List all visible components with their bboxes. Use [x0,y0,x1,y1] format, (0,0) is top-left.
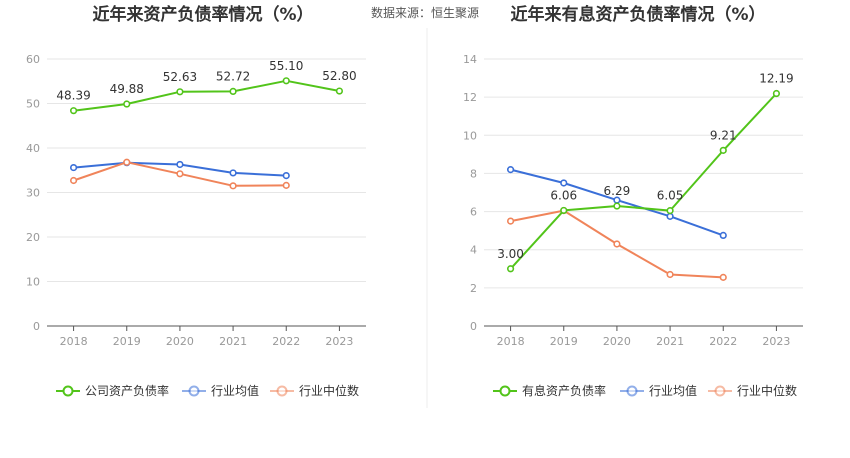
data-point [613,196,621,204]
x-tick-label: 2019 [550,335,578,348]
data-point [123,158,131,166]
x-tick-label: 2022 [709,335,737,348]
y-tick-label: 60 [26,53,40,66]
data-label: 55.10 [269,59,303,73]
data-point [123,100,131,108]
y-tick-label: 12 [463,91,477,104]
data-point [69,163,78,172]
y-tick-label: 50 [26,98,40,111]
chart-title: 近年来资产负债率情况（%） [92,4,313,25]
data-point [282,171,290,180]
legend-marker [276,385,288,397]
x-tick-label: 2019 [113,335,141,348]
legend-label: 行业中位数 [299,383,359,398]
data-label: 6.05 [657,189,684,203]
data-label: 49.88 [110,82,144,96]
y-tick-label: 40 [26,142,40,155]
x-tick-label: 2023 [762,335,790,348]
legend-label: 有息资产负债率 [522,383,606,398]
x-tick-label: 2020 [166,335,194,348]
data-point [506,265,515,273]
y-tick-label: 0 [33,320,40,333]
data-point [69,176,78,185]
data-label: 52.80 [322,69,356,83]
data-point [176,88,184,96]
y-tick-label: 14 [463,53,477,66]
y-tick-label: 0 [470,320,477,333]
data-label: 48.39 [56,89,90,103]
data-label: 9.21 [710,128,737,142]
x-tick-label: 2018 [60,335,88,348]
data-point [613,240,621,248]
data-point [506,217,515,225]
data-point [719,146,727,154]
data-point [666,212,674,220]
x-tick-label: 2021 [219,335,247,348]
legend-label: 行业中位数 [737,383,797,398]
data-point [229,169,237,177]
data-label: 3.00 [497,247,524,261]
x-tick-label: 2018 [497,335,525,348]
data-point [560,206,568,215]
data-point [560,179,568,187]
source-note: 数据来源：恒生聚源 [371,5,479,20]
data-point [719,231,727,240]
series-line [73,79,340,112]
y-tick-label: 4 [470,244,477,257]
data-point [229,87,237,95]
legend-label: 公司资产负债率 [85,383,169,398]
data-point [229,182,237,190]
y-tick-label: 20 [26,231,40,244]
data-point [719,273,727,281]
y-tick-label: 2 [470,282,477,295]
data-point [282,181,290,189]
data-label: 52.63 [163,70,197,84]
x-tick-label: 2020 [603,335,631,348]
data-point [176,170,184,178]
y-tick-label: 10 [26,276,40,289]
legend-marker [188,385,200,397]
data-point [176,160,184,169]
y-tick-label: 8 [470,167,477,180]
data-point [666,207,674,215]
data-point [69,107,78,115]
data-point [506,166,515,174]
chart-title: 近年来有息资产负债率情况（%） [510,4,765,25]
data-point [282,77,290,85]
data-label: 52.72 [216,69,250,83]
y-tick-label: 30 [26,187,40,200]
legend-marker [62,385,74,397]
legend-label: 行业均值 [211,383,259,398]
legend-marker [714,385,726,397]
data-label: 6.29 [604,184,631,198]
data-point [666,270,674,279]
data-point [335,87,344,95]
series-line [509,92,778,270]
y-tick-label: 6 [470,206,477,219]
data-point [772,89,781,98]
data-point [613,202,621,210]
x-tick-label: 2022 [272,335,300,348]
x-tick-label: 2021 [656,335,684,348]
legend-marker [499,385,511,397]
legend-label: 行业均值 [649,383,697,398]
legend-marker [626,385,638,397]
chart-debt-ratio: 近年来资产负债率情况（%） 0 10 20 30 40 50 60 2018 2019 2020 2… [26,4,366,398]
data-label: 6.06 [550,188,577,202]
x-tick-label: 2023 [325,335,353,348]
y-tick-label: 10 [463,129,477,142]
chart-interest-debt-ratio: 近年来有息资产负债率情况（%） 0 2 4 6 8 10 12 14 2018 2019 2020 2… [463,4,803,398]
data-label: 12.19 [759,72,793,86]
